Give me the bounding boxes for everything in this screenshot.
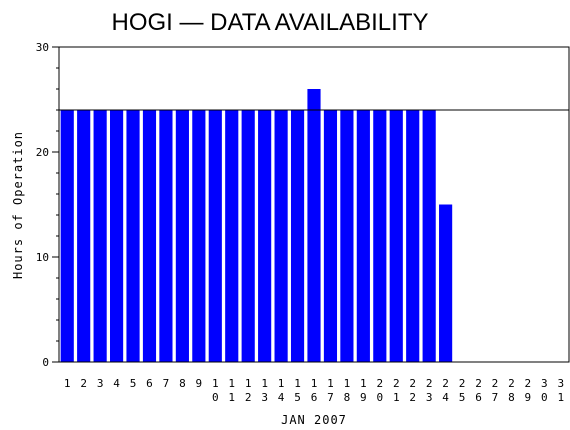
x-tick-label: 2 [80,377,87,390]
y-tick-label: 10 [36,251,49,264]
x-tick-label: 5 [130,377,137,390]
bar-day-6 [142,110,157,362]
bar-day-4 [110,110,124,362]
bar-day-16 [307,89,321,362]
x-tick-label: 1 [64,377,71,390]
y-tick-label: 20 [36,146,49,159]
bar-day-9 [192,110,206,362]
bars-group [60,89,453,362]
bar-day-10 [208,110,222,362]
bar-day-12 [241,110,255,362]
x-tick-label: 3 [97,377,104,390]
bar-day-14 [274,110,288,362]
bar-day-1 [60,110,74,362]
bar-day-5 [126,110,140,362]
bar-day-3 [93,110,107,362]
x-tick-label: 8 [179,377,186,390]
bar-day-2 [77,110,91,362]
bar-day-15 [290,110,305,362]
y-tick-label: 30 [36,41,49,54]
x-axis-label: JAN 2007 [281,413,347,427]
bar-day-23 [422,110,436,362]
x-tick-label: 6 [146,377,153,390]
bar-day-20 [373,110,387,362]
x-tick-label: 4 [113,377,120,390]
bar-day-21 [389,110,403,362]
bar-day-17 [323,110,338,362]
bar-day-11 [225,110,239,362]
bar-day-18 [340,110,354,362]
bar-day-7 [159,110,173,362]
x-tick-label: 7 [163,377,170,390]
bar-day-22 [406,110,420,362]
bar-day-8 [175,110,189,362]
y-axis-label: Hours of Operation [11,131,25,279]
x-axis-ticks: 1 2 3 4 5 6 7 8 9 1 01 11 21 31 41 51 61 71 81 92 02 12 22 32 42… [64,377,564,404]
chart-title: HOGI — DATA AVAILABILITY [112,9,429,36]
bar-day-13 [258,110,272,362]
y-axis-ticks: 0 10 20 30 [36,41,59,369]
x-tick-label: 9 [196,377,203,390]
y-tick-label: 0 [42,356,49,369]
bar-day-24 [439,204,453,362]
plot-frame [58,46,570,363]
bar-day-19 [356,110,370,362]
